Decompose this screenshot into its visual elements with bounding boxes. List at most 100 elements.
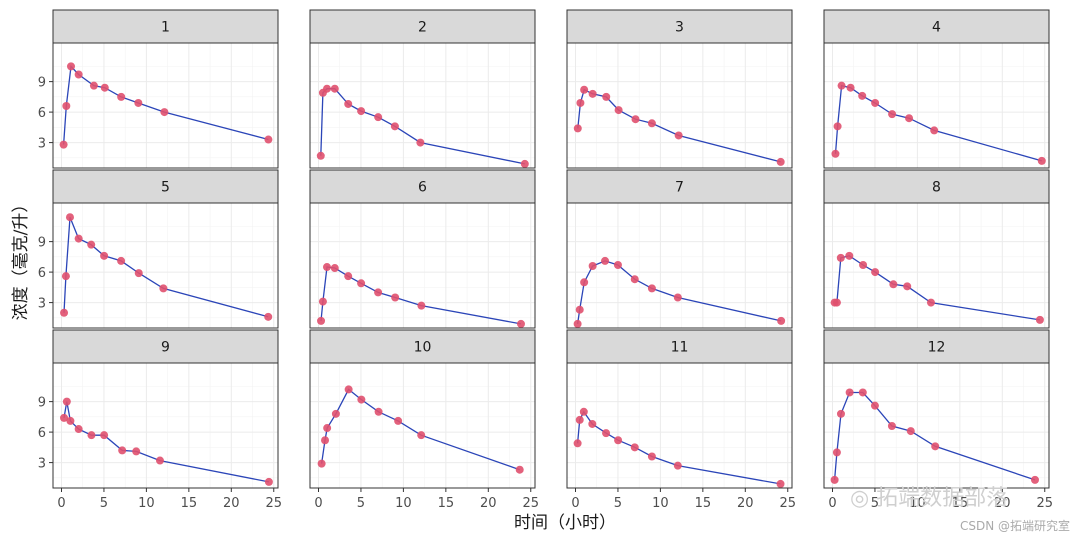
panel-border <box>823 362 1050 489</box>
data-point <box>601 256 610 265</box>
plot-background <box>310 43 535 168</box>
data-point <box>614 436 623 445</box>
data-point <box>888 110 897 119</box>
data-point <box>777 316 786 325</box>
series-line <box>320 266 522 325</box>
data-point <box>905 114 914 123</box>
data-point <box>1030 475 1039 484</box>
panel-border <box>52 202 279 329</box>
data-point <box>573 319 582 328</box>
data-point <box>1037 156 1046 165</box>
x-tick-label: 10 <box>395 496 412 511</box>
data-point <box>1035 315 1044 324</box>
panel-border <box>566 202 793 329</box>
facet-strip-label: 12 <box>928 340 946 356</box>
data-point <box>858 91 867 100</box>
facet-strip-label: 3 <box>675 20 684 36</box>
data-point <box>673 293 682 302</box>
data-point <box>61 272 70 281</box>
data-point <box>516 319 525 328</box>
series-line <box>62 64 269 145</box>
facet-strip-label: 11 <box>671 340 689 356</box>
facet-panel-11: 11 0 5 10 15 20 25 <box>566 329 796 511</box>
facet-strip-label: 8 <box>932 180 941 196</box>
data-point <box>846 83 855 92</box>
plot-background <box>824 363 1049 488</box>
data-point <box>159 284 168 293</box>
data-point <box>647 119 656 128</box>
x-tick-label: 0 <box>57 496 65 511</box>
plot-background <box>310 363 535 488</box>
x-tick-label: 25 <box>779 496 796 511</box>
data-point <box>575 415 584 424</box>
data-point <box>845 388 854 397</box>
series-line <box>577 88 781 163</box>
y-tick-label: 6 <box>38 266 46 281</box>
y-axis-title: 浓度（毫克/升） <box>11 196 31 321</box>
panel-border <box>309 362 536 489</box>
x-tick-label: 15 <box>952 496 969 511</box>
data-point <box>344 99 353 108</box>
data-point <box>321 436 330 445</box>
facet-strip <box>52 9 279 44</box>
data-point <box>87 431 96 440</box>
y-tick-label: 6 <box>38 426 46 441</box>
panel-border <box>566 42 793 169</box>
plot-background <box>53 203 278 328</box>
facet-strip-label: 5 <box>161 180 170 196</box>
plot-background <box>53 363 278 488</box>
data-point <box>674 131 683 140</box>
series-line <box>320 388 520 471</box>
data-point <box>836 409 845 418</box>
facet-panel-1: 1 3 6 9 <box>38 9 279 169</box>
data-point <box>833 122 842 131</box>
x-tick-label: 0 <box>571 496 579 511</box>
data-point <box>331 409 340 418</box>
x-tick-label: 0 <box>828 496 836 511</box>
data-point <box>344 272 353 281</box>
data-point <box>579 407 588 416</box>
data-point <box>66 416 75 425</box>
panel-border <box>823 42 1050 169</box>
y-tick-label: 9 <box>38 76 46 91</box>
x-tick-label: 25 <box>1036 496 1053 511</box>
data-point <box>62 397 71 406</box>
x-tick-label: 20 <box>737 496 754 511</box>
data-point <box>160 108 169 117</box>
data-point <box>316 151 325 160</box>
data-point <box>903 282 912 291</box>
data-point <box>575 305 584 314</box>
data-point <box>117 92 126 101</box>
data-point <box>322 263 331 272</box>
data-point <box>374 407 383 416</box>
panel-border <box>823 202 1050 329</box>
data-point <box>390 122 399 131</box>
x-tick-label: 20 <box>480 496 497 511</box>
data-point <box>357 395 366 404</box>
data-point <box>60 308 69 317</box>
data-point <box>67 62 75 71</box>
plot-background <box>53 43 278 168</box>
y-tick-label: 9 <box>38 396 46 411</box>
data-point <box>871 98 880 107</box>
data-point <box>155 456 164 465</box>
data-point <box>59 140 68 149</box>
data-point <box>416 138 425 147</box>
facet-panel-2: 2 <box>309 9 536 169</box>
facet-panel-6: 6 <box>309 169 536 329</box>
series-line <box>63 216 269 318</box>
facet-strip-label: 2 <box>418 20 427 36</box>
data-point <box>870 401 879 410</box>
facet-strip-label: 6 <box>418 180 427 196</box>
facet-panel-7: 7 <box>566 169 793 329</box>
series-line <box>833 391 1036 481</box>
data-point <box>74 70 83 79</box>
x-tick-label: 5 <box>871 496 879 511</box>
data-point <box>132 447 141 456</box>
facet-strip <box>309 329 536 364</box>
data-point <box>576 98 585 107</box>
data-point <box>264 312 273 321</box>
x-tick-label: 10 <box>909 496 926 511</box>
data-point <box>344 385 353 394</box>
